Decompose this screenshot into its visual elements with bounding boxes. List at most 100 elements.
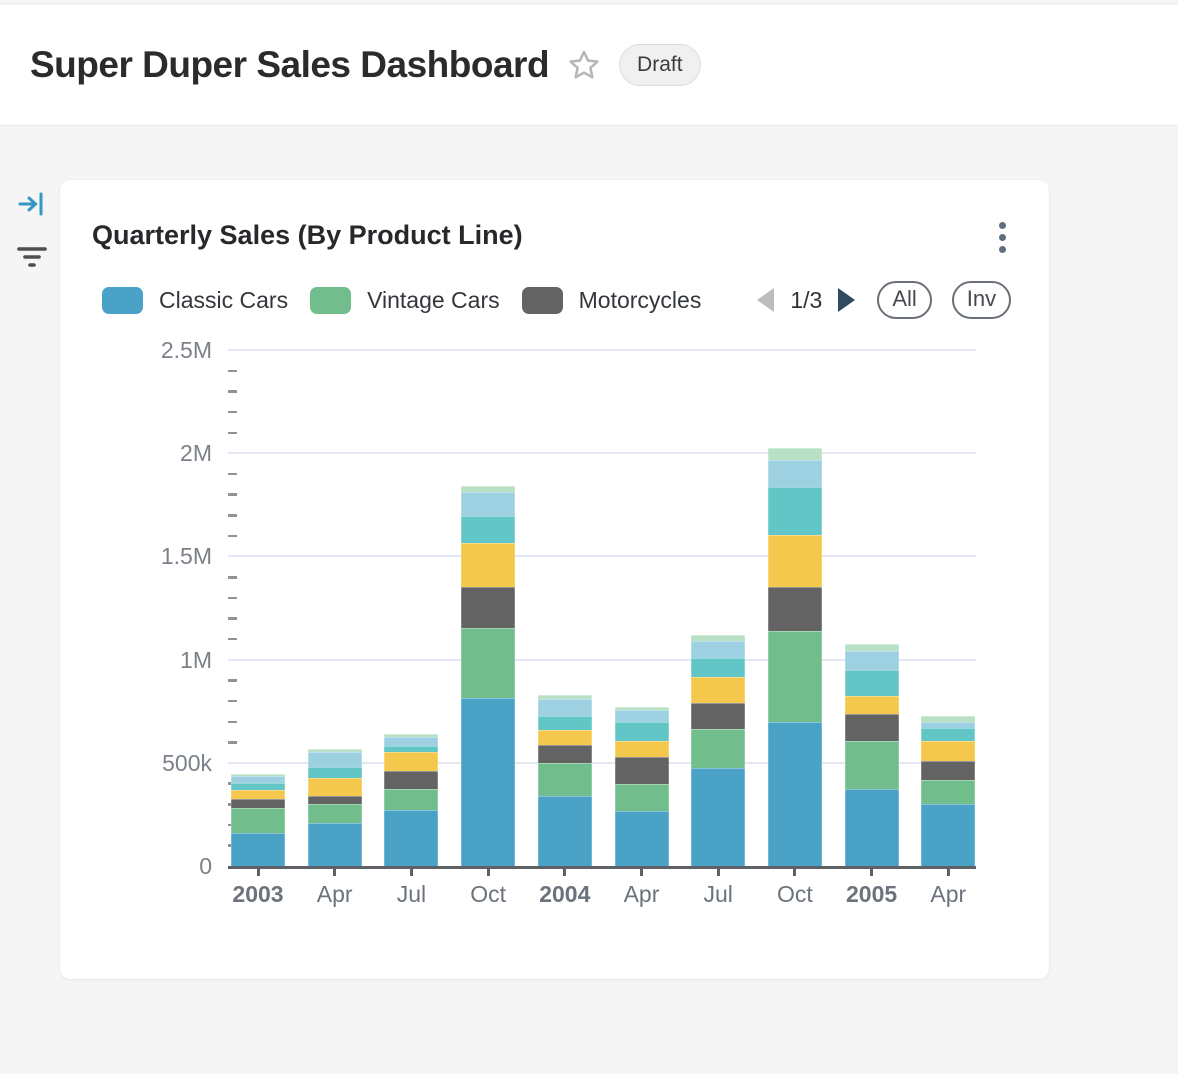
bar-segment-vintage-cars[interactable]	[614, 784, 669, 812]
bar-segment-series-5[interactable]	[844, 669, 899, 696]
bar-segment-classic-cars[interactable]	[537, 795, 592, 866]
bar-segment-motorcycles[interactable]	[461, 587, 516, 628]
bar-segment-series-5[interactable]	[384, 746, 439, 753]
bar-segment-series-5[interactable]	[537, 716, 592, 730]
x-axis-tick	[946, 868, 950, 876]
bar-segment-vintage-cars[interactable]	[537, 762, 592, 796]
bar-segment-series-5[interactable]	[307, 766, 362, 779]
bar-segment-series-6[interactable]	[844, 651, 899, 670]
bar-segment-series-7[interactable]	[614, 707, 669, 711]
bar-segment-series-7[interactable]	[921, 715, 976, 722]
bar-segment-vintage-cars[interactable]	[461, 627, 516, 698]
bar-segment-classic-cars[interactable]	[384, 810, 439, 866]
bar-segment-classic-cars[interactable]	[767, 721, 822, 866]
chart-card: Quarterly Sales (By Product Line) Classi…	[60, 180, 1049, 979]
bar-segment-series-7[interactable]	[537, 694, 592, 699]
bar-segment-series-4[interactable]	[384, 752, 439, 772]
bar-segment-series-6[interactable]	[461, 492, 516, 517]
bar-segment-vintage-cars[interactable]	[231, 808, 285, 833]
favorite-star-icon[interactable]	[567, 48, 601, 82]
y-minor-tick	[228, 699, 237, 703]
filter-icon[interactable]	[17, 246, 47, 268]
page-title: Super Duper Sales Dashboard	[30, 44, 550, 85]
legend-inverse-button[interactable]: Inv	[951, 280, 1012, 320]
bar-segment-classic-cars[interactable]	[844, 788, 899, 866]
bar-segment-vintage-cars[interactable]	[844, 741, 899, 789]
bar-segment-series-4[interactable]	[461, 542, 516, 588]
bar-segment-series-7[interactable]	[844, 644, 899, 652]
bar-segment-series-5[interactable]	[461, 516, 516, 543]
chart-legend: Classic Cars Vintage Cars Motorcycles 1/…	[102, 280, 1012, 320]
bar-segment-series-4[interactable]	[307, 778, 362, 796]
bar-segment-motorcycles[interactable]	[231, 798, 285, 809]
y-minor-tick	[228, 410, 237, 414]
legend-item-classic-cars[interactable]: Classic Cars	[102, 286, 288, 314]
bar-segment-motorcycles[interactable]	[844, 714, 899, 742]
x-axis-label: Apr	[316, 881, 353, 907]
bar-segment-series-7[interactable]	[307, 749, 362, 753]
bar-segment-series-4[interactable]	[231, 789, 285, 799]
legend-all-button[interactable]: All	[877, 280, 932, 320]
bar-segment-motorcycles[interactable]	[384, 771, 439, 789]
y-gridline	[228, 761, 976, 764]
bar-segment-series-7[interactable]	[384, 733, 439, 737]
y-axis-label: 2.5M	[160, 337, 212, 363]
legend-prev-page-icon[interactable]	[757, 288, 775, 312]
bar-segment-motorcycles[interactable]	[921, 760, 976, 781]
kebab-menu-icon[interactable]	[996, 222, 1008, 253]
x-axis-tick	[716, 868, 720, 876]
bar-segment-series-4[interactable]	[767, 534, 822, 588]
bar-segment-series-6[interactable]	[307, 752, 362, 767]
x-axis-tick	[486, 868, 490, 876]
legend-swatch	[521, 286, 563, 314]
legend-next-page-icon[interactable]	[838, 288, 856, 312]
bar-segment-vintage-cars[interactable]	[691, 728, 746, 768]
bar-segment-series-5[interactable]	[767, 487, 822, 535]
stacked-bar-chart: 0 500k 1M 1.5M 2M 2.5M 2003 Apr Jul Oct 2004 Apr Jul…	[60, 180, 1049, 979]
bar-segment-series-7[interactable]	[691, 634, 746, 642]
bar-segment-series-6[interactable]	[384, 737, 439, 747]
bar-segment-series-5[interactable]	[614, 721, 669, 742]
bar-segment-series-4[interactable]	[921, 741, 976, 761]
y-minor-tick	[228, 390, 237, 393]
bar-segment-series-6[interactable]	[691, 641, 746, 658]
legend-swatch	[102, 286, 143, 314]
bar-segment-motorcycles[interactable]	[767, 587, 822, 631]
bar-segment-series-4[interactable]	[537, 729, 592, 746]
bar-segment-series-6[interactable]	[614, 710, 669, 722]
bar-segment-series-4[interactable]	[614, 741, 669, 757]
bar-segment-vintage-cars[interactable]	[307, 804, 362, 823]
bar-segment-vintage-cars[interactable]	[921, 780, 976, 805]
collapse-panel-icon[interactable]	[17, 190, 47, 218]
bar-segment-series-6[interactable]	[921, 721, 976, 728]
bar-segment-classic-cars[interactable]	[691, 767, 746, 866]
bar-segment-series-5[interactable]	[231, 783, 285, 790]
bar-segment-series-7[interactable]	[767, 448, 822, 461]
bar-segment-motorcycles[interactable]	[691, 702, 746, 729]
bar-segment-classic-cars[interactable]	[307, 822, 362, 866]
bar-segment-vintage-cars[interactable]	[767, 630, 822, 722]
bar-segment-classic-cars[interactable]	[231, 832, 285, 866]
bar-segment-series-4[interactable]	[691, 677, 746, 703]
legend-item-motorcycles[interactable]: Motorcycles	[521, 286, 701, 314]
bar-segment-series-7[interactable]	[461, 486, 516, 493]
bar-segment-series-6[interactable]	[231, 776, 285, 784]
bar-segment-series-6[interactable]	[767, 460, 822, 488]
bar-segment-series-6[interactable]	[537, 698, 592, 717]
bar-segment-classic-cars[interactable]	[614, 811, 669, 866]
bar-segment-classic-cars[interactable]	[461, 697, 516, 866]
legend-item-vintage-cars[interactable]: Vintage Cars	[310, 286, 500, 314]
bar-segment-series-5[interactable]	[921, 727, 976, 742]
bar-segment-series-5[interactable]	[691, 657, 746, 678]
bar-segment-series-7[interactable]	[231, 773, 285, 777]
y-minor-tick	[228, 534, 237, 538]
x-axis-line	[228, 866, 976, 869]
legend-swatch	[310, 286, 352, 314]
bar-segment-series-4[interactable]	[844, 695, 899, 715]
bar-segment-motorcycles[interactable]	[614, 756, 669, 785]
bar-segment-motorcycles[interactable]	[537, 745, 592, 763]
bar-segment-motorcycles[interactable]	[307, 795, 362, 805]
bar-segment-classic-cars[interactable]	[921, 804, 976, 866]
legend-page-indicator: 1/3	[790, 286, 823, 313]
bar-segment-vintage-cars[interactable]	[384, 788, 439, 811]
